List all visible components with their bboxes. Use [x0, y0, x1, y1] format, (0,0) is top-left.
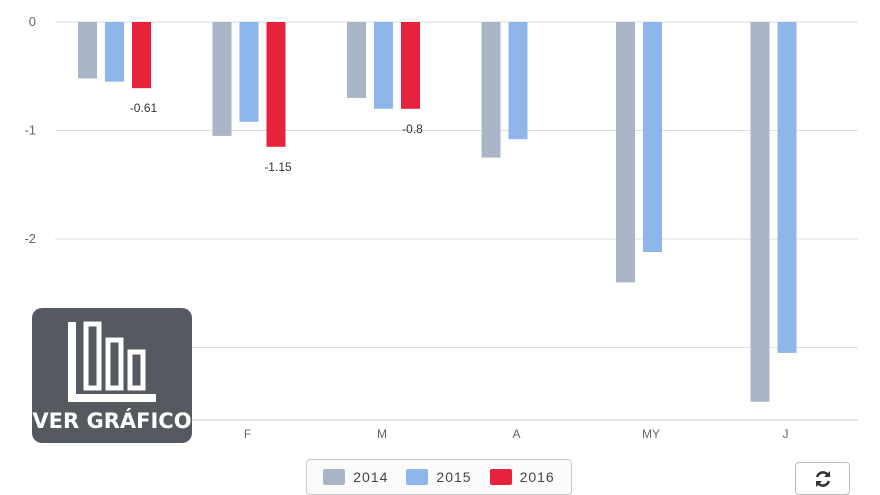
legend-label: 2016: [519, 469, 555, 485]
legend-swatch: [323, 469, 346, 485]
legend-swatch: [406, 469, 429, 485]
bar-2016-F: [266, 22, 286, 147]
data-label: -0.61: [130, 101, 158, 115]
bar-2015-J: [777, 22, 797, 353]
legend-item-2014[interactable]: 2014: [323, 469, 388, 485]
data-label: -1.15: [264, 160, 292, 174]
bar-2014-E: [78, 22, 97, 79]
bar-2014-F: [212, 22, 232, 136]
legend-item-2016[interactable]: 2016: [489, 469, 555, 485]
y-tick-label: -1: [24, 123, 36, 138]
ver-grafico-label: VER GRÁFICO: [32, 409, 192, 433]
legend-swatch: [489, 469, 512, 485]
bar-2015-M: [374, 22, 393, 109]
bar-2014-J: [750, 22, 770, 402]
legend: 2014 2015 2016: [306, 459, 572, 495]
bar-2015-F: [239, 22, 259, 122]
bar-2015-E: [105, 22, 124, 82]
legend-item-2015[interactable]: 2015: [406, 469, 471, 485]
x-tick-label: F: [244, 427, 251, 441]
x-tick-label: J: [783, 427, 789, 441]
bar-2014-M: [347, 22, 366, 98]
x-tick-label: A: [512, 427, 520, 441]
bar-2014-MY: [616, 22, 635, 283]
refresh-icon: [815, 470, 830, 487]
bar-2014-A: [481, 22, 501, 158]
legend-label: 2015: [436, 469, 472, 485]
bar-2016-M: [401, 22, 420, 109]
ver-grafico-button[interactable]: VER GRÁFICO: [32, 308, 192, 443]
refresh-button[interactable]: [795, 462, 850, 495]
data-label: -0.8: [402, 122, 423, 136]
x-tick-label: MY: [642, 427, 660, 441]
y-tick-label: -2: [24, 231, 36, 246]
legend-label: 2014: [353, 469, 389, 485]
bar-2016-E: [132, 22, 151, 89]
bar-2015-MY: [643, 22, 662, 253]
bar-2015-A: [508, 22, 528, 140]
x-tick-label: M: [377, 427, 387, 441]
y-tick-label: 0: [29, 14, 36, 29]
bar-chart-icon: [68, 321, 156, 402]
